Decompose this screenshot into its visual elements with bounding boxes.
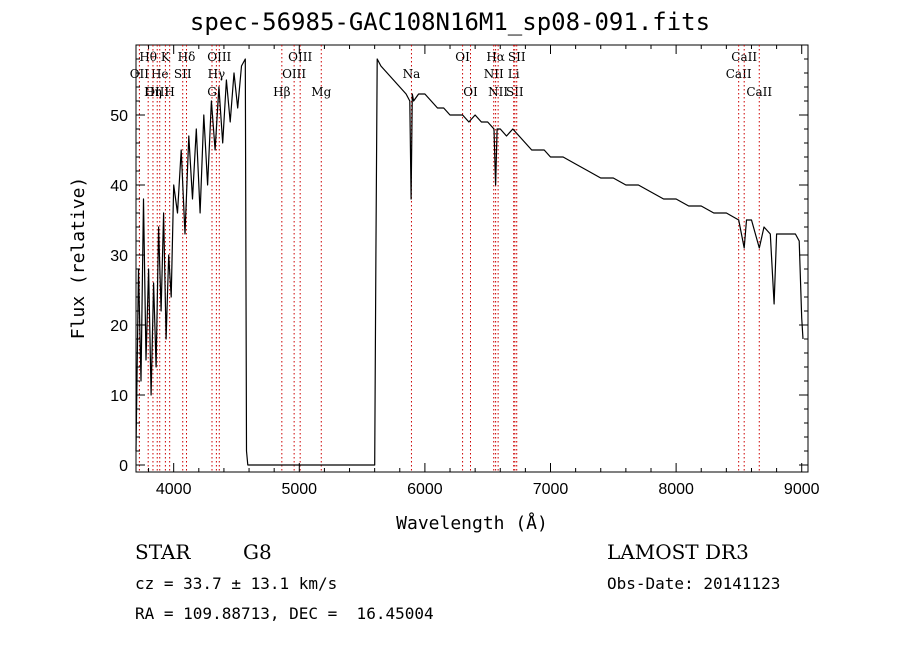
spectrum-line-0 xyxy=(135,58,804,466)
y-tick-label-0: 0 xyxy=(119,458,128,475)
object-class: STAR xyxy=(135,540,191,564)
line-marker-label-13: OIII xyxy=(282,67,306,81)
line-marker-label-18: OI xyxy=(463,85,478,99)
redshift-readout: cz = 33.7 ± 13.1 km/s xyxy=(135,574,338,593)
x-axis: 4000 5000 6000 7000 8000 9000 xyxy=(148,45,820,498)
survey-name: LAMOST DR3 xyxy=(607,540,749,564)
line-marker-label-22: Li xyxy=(508,67,520,81)
y-tick-label-2: 20 xyxy=(110,318,128,335)
y-axis: 0 10 20 30 40 50 xyxy=(110,58,808,475)
line-markers-layer: HθOIIOIIIHeHηKHSIIHδGHγOIIIHβOIIIOIIIMgN… xyxy=(130,45,772,472)
line-marker-label-19: NII xyxy=(484,67,504,81)
line-marker-label-0: Hθ xyxy=(139,50,157,64)
line-marker-label-8: Hδ xyxy=(178,50,196,64)
plot-frame xyxy=(135,44,809,473)
line-marker-label-15: Mg xyxy=(311,85,331,99)
line-marker-label-2: OIII xyxy=(145,85,169,99)
object-subclass: G8 xyxy=(243,540,272,564)
x-tick-label-3: 7000 xyxy=(533,481,569,498)
line-marker-label-27: CaII xyxy=(746,85,772,99)
line-marker-label-3: He xyxy=(151,67,169,81)
line-marker-label-5: K xyxy=(161,50,171,64)
spectrum-series-layer xyxy=(135,58,804,466)
x-axis-label: Wavelength (Å) xyxy=(396,512,548,534)
x-tick-label-0: 4000 xyxy=(156,481,192,498)
coordinates: RA = 109.88713, DEC = 16.45004 xyxy=(135,604,434,623)
x-tick-label-5: 9000 xyxy=(784,481,820,498)
line-marker-label-11: OIII xyxy=(207,50,231,64)
x-tick-label-2: 6000 xyxy=(407,481,443,498)
y-tick-label-5: 50 xyxy=(110,108,128,125)
line-marker-label-26: CaII xyxy=(731,50,757,64)
line-marker-label-10: Hγ xyxy=(208,67,226,81)
x-tick-label-4: 8000 xyxy=(658,481,694,498)
line-marker-label-9: G xyxy=(207,85,217,99)
y-tick-label-4: 40 xyxy=(110,178,128,195)
line-marker-label-17: OI xyxy=(455,50,470,64)
chart-title: spec-56985-GAC108N16M1_sp08-091.fits xyxy=(189,8,711,36)
line-marker-label-23: SII xyxy=(506,85,524,99)
line-marker-label-4: Hη xyxy=(144,85,162,99)
line-marker-label-6: H xyxy=(164,85,174,99)
line-marker-label-12: Hβ xyxy=(273,85,290,99)
line-marker-label-16: Na xyxy=(403,67,421,81)
obs-date: Obs-Date: 20141123 xyxy=(607,574,781,593)
line-marker-label-25: CaII xyxy=(726,67,752,81)
x-tick-label-1: 5000 xyxy=(281,481,317,498)
line-marker-label-24: SII xyxy=(508,50,526,64)
line-marker-label-20: Hα xyxy=(486,50,505,64)
line-marker-label-14: OIII xyxy=(288,50,312,64)
y-tick-label-3: 30 xyxy=(110,248,128,265)
y-tick-label-1: 10 xyxy=(110,388,128,405)
line-marker-label-21: NII xyxy=(488,85,508,99)
y-axis-label: Flux (relative) xyxy=(68,177,89,340)
line-marker-label-7: SII xyxy=(174,67,192,81)
line-marker-label-1: OII xyxy=(130,67,150,81)
